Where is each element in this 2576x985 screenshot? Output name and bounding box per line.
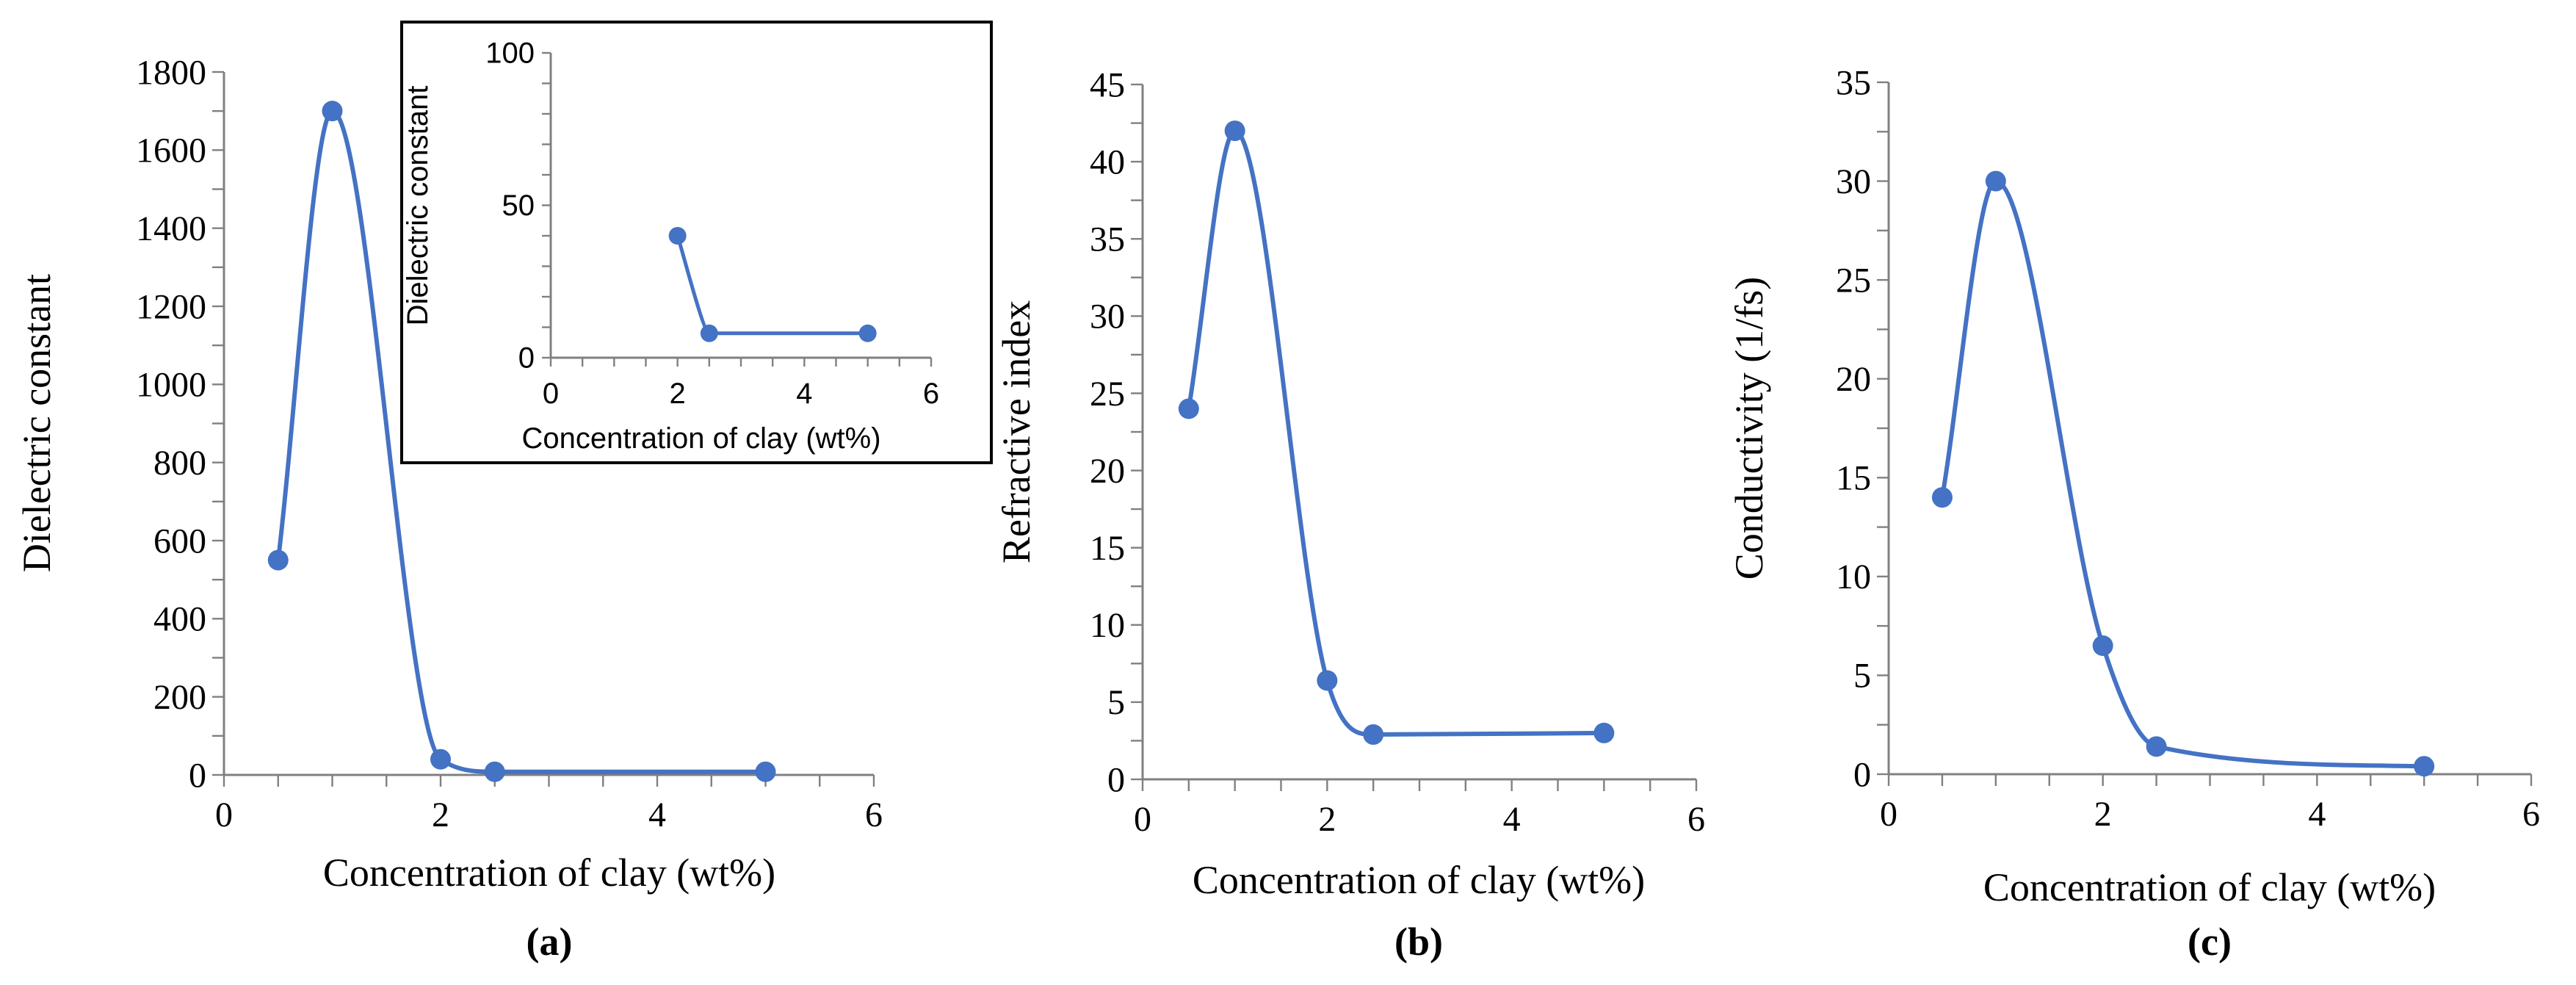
panel-c-y-tick-label: 10 [1836, 558, 1871, 596]
panel-c-data-point [1931, 487, 1953, 508]
panel-a-data-point [267, 549, 289, 571]
panel-b-y-tick-label: 25 [1090, 375, 1125, 414]
panel-b-data-point [1224, 120, 1245, 142]
inset-chart: 0 2 4 6 0 50 100 Concentration of clay (wt%) Die… [402, 37, 939, 455]
panel-c-y-tick-label: 30 [1836, 162, 1871, 201]
inset-x-axis-title: Concentration of clay (wt%) [521, 422, 880, 455]
panel-b-panel-label: (b) [1394, 920, 1443, 964]
panel-a-data-point [484, 761, 505, 782]
panel-b-data-point [1593, 722, 1615, 743]
inset-data-point [700, 324, 718, 342]
panel-a-y-tick-label: 1400 [136, 209, 206, 248]
panel-a-y-tick-label: 1200 [136, 287, 206, 326]
panel-b-x-tick-label: 6 [1687, 800, 1705, 839]
panel-c-y-axis-title: Conductivity (1/fs) [1727, 277, 1771, 580]
panel-c-y-tick-label: 25 [1836, 261, 1871, 300]
panel-b-y-axis-title: Refractive index [994, 300, 1038, 563]
panel-b-y-tick-label: 40 [1090, 142, 1125, 181]
panel-c-y-tick-label: 0 [1853, 755, 1871, 794]
inset-y-tick-label: 100 [485, 37, 535, 70]
panel-c-series-line [1939, 178, 2427, 769]
panel-b-data-point [1363, 724, 1384, 746]
panel-a-y-tick-label: 400 [153, 600, 206, 639]
panel-a-x-tick-label: 2 [432, 795, 449, 834]
panel-b-y-tick-label: 5 [1107, 683, 1125, 722]
panel-c-chart: 0 2 4 6 0 5 10 15 20 25 30 35 Concentration of clay … [1727, 63, 2540, 964]
panel-b-y-tick-label: 20 [1090, 452, 1125, 491]
panel-b-data-point [1178, 398, 1199, 419]
inset-data-point [668, 227, 687, 245]
panel-c-x-tick-label: 0 [1880, 795, 1897, 834]
panel-c-data-point [2146, 736, 2167, 757]
panel-a-x-tick-label: 6 [865, 795, 883, 834]
panel-a-x-axis-title: Concentration of clay (wt%) [323, 851, 775, 895]
panel-c-x-tick-label: 6 [2522, 795, 2540, 834]
panel-b-y-tick-label: 15 [1090, 529, 1125, 568]
inset-x-tick-label: 6 [923, 378, 939, 410]
panel-c-panel-label: (c) [2188, 920, 2232, 964]
panel-c-x-tick-label: 4 [2308, 795, 2326, 834]
panel-a-chart: 0 2 4 6020040060080010001200140016001800Con… [15, 53, 883, 964]
panel-a-x-tick-label: 4 [648, 795, 666, 834]
panel-b-series-line [1186, 129, 1607, 737]
inset-frame [400, 21, 993, 464]
inset-x-tick-label: 4 [796, 378, 812, 410]
panel-c-data-point [2414, 756, 2435, 777]
panel-c-x-tick-label: 2 [2094, 795, 2112, 834]
panel-b-y-tick-label: 0 [1107, 760, 1125, 799]
panel-a-y-tick-label: 1600 [136, 131, 206, 170]
panel-b-x-axis-title: Concentration of clay (wt%) [1193, 858, 1645, 902]
panel-a-y-tick-label: 1000 [136, 366, 206, 405]
inset-y-axis-title: Dielectric constant [402, 86, 434, 326]
panel-c-data-point [2092, 635, 2113, 657]
inset-data-point [858, 324, 877, 342]
panel-a-panel-label: (a) [527, 920, 573, 964]
panel-a-y-tick-label: 1800 [136, 53, 206, 92]
panel-a-data-point [430, 748, 451, 770]
panel-c-y-tick-label: 15 [1836, 459, 1871, 498]
panel-a-y-tick-label: 800 [153, 444, 206, 483]
panel-b-y-tick-label: 35 [1090, 220, 1125, 259]
panel-b-y-tick-label: 10 [1090, 606, 1125, 645]
panel-a-y-axis-title: Dielectric constant [15, 274, 59, 572]
panel-b-y-tick-label: 45 [1090, 65, 1125, 104]
inset-x-tick-label: 2 [670, 378, 686, 410]
panel-b-chart: 0 2 4 6 0 5 10 15 20 25 30 35 40 45 Concentration of c… [994, 65, 1705, 964]
panel-c-y-tick-label: 35 [1836, 63, 1871, 102]
panel-c-x-axis-title: Concentration of clay (wt%) [1983, 865, 2436, 909]
panel-b-y-tick-label: 30 [1090, 297, 1125, 336]
panel-a-y-tick-label: 600 [153, 522, 206, 560]
panel-a-y-tick-label: 0 [189, 756, 206, 795]
panel-b-x-tick-label: 4 [1503, 800, 1521, 839]
panel-c-y-tick-label: 20 [1836, 360, 1871, 399]
panel-a-x-tick-label: 0 [215, 795, 233, 834]
panel-b-data-point [1317, 670, 1338, 691]
panel-c-y-tick-label: 5 [1853, 657, 1871, 696]
panel-a-data-point [755, 761, 776, 782]
panel-a-y-tick-label: 200 [153, 678, 206, 717]
inset-y-tick-label: 0 [518, 342, 535, 375]
inset-y-tick-label: 50 [502, 190, 535, 222]
panel-b-x-tick-label: 2 [1318, 800, 1336, 839]
panel-b-x-tick-label: 0 [1134, 800, 1151, 839]
inset-x-tick-label: 0 [543, 378, 559, 410]
panel-a-data-point [322, 101, 343, 122]
panel-a-series-line [275, 109, 768, 774]
panel-c-data-point [1985, 170, 2006, 192]
